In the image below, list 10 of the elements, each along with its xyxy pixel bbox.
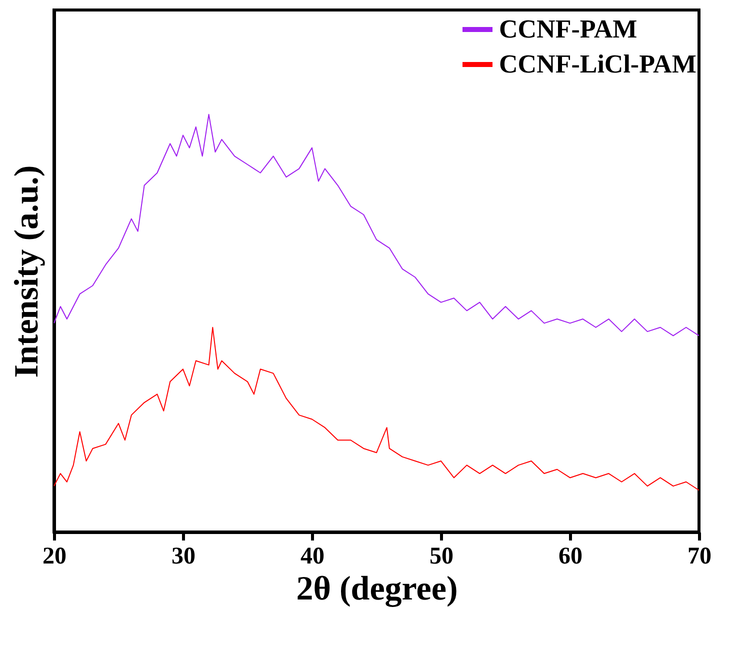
x-tick-label: 70 — [688, 544, 712, 570]
x-tick-label: 60 — [558, 544, 582, 570]
y-axis-title: Intensity (a.u.) — [8, 165, 46, 378]
x-tick-label: 40 — [300, 544, 324, 570]
x-tick-label: 50 — [430, 544, 454, 570]
legend-label: CCNF-LiCl-PAM — [499, 50, 696, 78]
x-tick-label: 20 — [42, 544, 66, 570]
legend-label: CCNF-PAM — [499, 14, 638, 44]
x-tick-label: 30 — [172, 544, 196, 570]
x-axis-title: 2θ (degree) — [296, 570, 458, 608]
